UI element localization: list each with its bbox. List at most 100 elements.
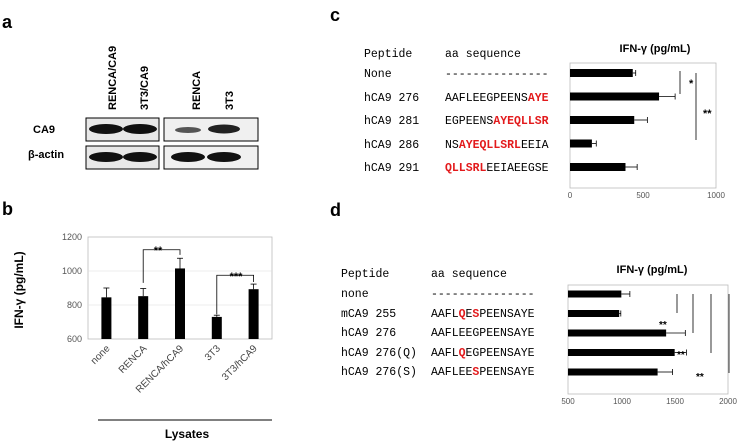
peptide-name: hCA9 286 [364, 138, 420, 152]
residues: EGPEENS [445, 115, 494, 128]
peptide-name: hCA9 276(S) [341, 366, 417, 379]
y-tick-label: 1000 [62, 266, 82, 276]
blot-lane-labels: RENCA/CA9 3T3/CA9 RENCA 3T3 [107, 46, 236, 110]
bar [570, 92, 660, 101]
x-axis-title: IFN-γ (pg/mL) [620, 43, 691, 55]
peptide-sequence: QLLSRLEEIAEEGSE [445, 162, 549, 175]
significance-mark: ** [696, 372, 704, 383]
highlighted-residues: AYEQLLSR [493, 115, 549, 128]
residues: PEENSAYE [479, 366, 535, 379]
bar [138, 296, 149, 339]
chart-d: IFN-γ (pg/mL) 500 1000 1500 2000 ** ** *… [561, 264, 737, 406]
x-tick-label: 2000 [719, 397, 737, 406]
residues: EGPEENSAYE [465, 346, 535, 360]
bar [570, 116, 635, 124]
peptide-name: hCA9 276 [341, 327, 397, 340]
peptide-sequence: --------------- [431, 288, 535, 301]
significance-mark: * [689, 78, 694, 90]
panel-label-a: a [2, 12, 13, 32]
bar [568, 290, 622, 298]
y-axis-label: IFN-γ (pg/mL) [12, 251, 26, 328]
y-tick-label: 800 [67, 300, 82, 310]
chart-c: IFN-γ (pg/mL) 0 500 1000 * ** [568, 43, 726, 200]
bar [211, 316, 222, 339]
bar [175, 268, 185, 339]
peptide-name: mCA9 255 [341, 307, 397, 321]
bar [568, 368, 658, 376]
peptide-sequence: EGPEENSAYEQLLSR [445, 115, 549, 128]
bar [101, 297, 112, 339]
highlighted-residues: Q [458, 346, 466, 360]
lane-label: 3T3/CA9 [139, 66, 151, 110]
peptide-sequence: --------------- [445, 68, 549, 81]
residues: NS [445, 138, 459, 152]
lane-label: RENCA/CA9 [107, 46, 119, 110]
col-header-peptide: Peptide [341, 268, 390, 281]
significance-mark: ** [703, 108, 712, 120]
bar [570, 163, 626, 171]
peptide-sequence: NSAYEQLLSRLEEIA [445, 139, 549, 152]
residues: AAFLEEGPEENS [445, 91, 528, 105]
highlighted-residues: S [472, 307, 480, 321]
peptide-name: hCA9 291 [364, 162, 420, 175]
residues: AAFLEE [431, 366, 473, 379]
residues: AAFL [431, 307, 459, 321]
x-axis-title: IFN-γ (pg/mL) [617, 264, 688, 276]
residues: AAFL [431, 346, 459, 360]
peptide-name: hCA9 276 [364, 91, 420, 105]
lane-label: 3T3 [224, 91, 236, 110]
residues: PEENSAYE [479, 307, 535, 321]
panel-label-c: c [330, 5, 341, 25]
peptide-sequence: AAFLEEGPEENSAYE [431, 327, 535, 340]
bar [568, 329, 667, 337]
bar [570, 139, 592, 148]
x-tick-label: 3T3 [203, 343, 223, 363]
plot-frame [569, 62, 717, 189]
x-tick-label: 1000 [707, 191, 725, 200]
highlighted-residues: QLLSRL [445, 162, 487, 175]
significance-mark: *** [230, 271, 244, 283]
highlighted-residues: AYEQLLSRL [458, 138, 521, 152]
bar [570, 69, 633, 77]
significance-mark: ** [154, 245, 163, 257]
x-tick-label: 500 [561, 397, 575, 406]
x-tick-label: none [89, 343, 113, 367]
peptide-name: None [364, 68, 392, 81]
y-tick-label: 600 [67, 334, 82, 344]
peptide-sequence: AAFLQEGPEENSAYE [431, 347, 535, 360]
residues: --------------- [445, 68, 549, 81]
peptide-name: hCA9 281 [364, 115, 420, 128]
peptide-name: hCA9 276(Q) [341, 346, 417, 360]
col-header-sequence: aa sequence [431, 268, 507, 281]
x-tick-label: 3T3/hCA9 [220, 343, 260, 383]
bar [248, 289, 259, 339]
highlighted-residues: AYE [527, 91, 549, 105]
highlighted-residues: S [472, 366, 480, 379]
peptide-sequence: AAFLEESPEENSAYE [431, 366, 535, 379]
col-header-sequence: aa sequence [445, 48, 521, 61]
chart-b: IFN-γ (pg/mL) 1200 1000 800 600 ** *** L… [12, 232, 273, 441]
x-tick-label: RENCA [117, 343, 150, 376]
residues: AAFLEEGPEENSAYE [431, 327, 535, 340]
residues: EEIA [520, 138, 549, 152]
x-tick-label: 1000 [613, 397, 631, 406]
plot-frame [567, 284, 729, 395]
blot-image [85, 117, 259, 170]
bar [568, 310, 620, 317]
bar [568, 349, 675, 356]
lane-label: RENCA [191, 71, 203, 110]
highlighted-residues: Q [458, 307, 466, 321]
y-tick-label: 1200 [62, 232, 82, 242]
residues: EEIAEEGSE [486, 162, 549, 175]
peptide-sequence: AAFLQESPEENSAYE [431, 308, 535, 321]
significance-bracket [216, 274, 254, 315]
residues: --------------- [431, 288, 535, 301]
significance-bracket [142, 249, 181, 283]
x-tick-label: 0 [568, 191, 573, 200]
residues: E [465, 307, 473, 321]
peptide-sequence: AAFLEEGPEENSAYE [445, 92, 549, 105]
significance-mark: ** [677, 350, 685, 361]
significance-mark: ** [659, 320, 667, 331]
x-tick-label: 1500 [666, 397, 684, 406]
panel-label-b: b [2, 199, 13, 219]
